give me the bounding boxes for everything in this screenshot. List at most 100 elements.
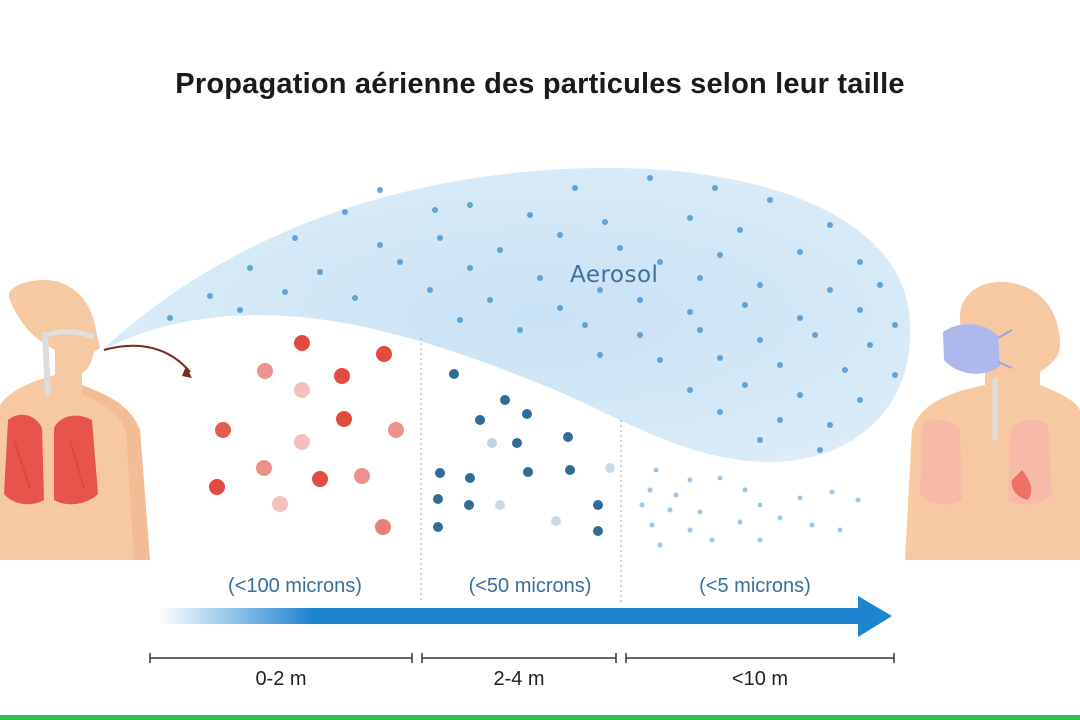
aerosol-particle: [797, 249, 803, 255]
large-droplet: [257, 363, 273, 379]
aerosol-particle: [602, 219, 608, 225]
small-droplet: [717, 475, 723, 481]
bottom-accent-bar: [0, 715, 1080, 720]
small-droplet: [687, 477, 693, 483]
medium-droplets: [433, 369, 615, 536]
aerosol-particle: [717, 252, 723, 258]
aerosol-particle: [597, 352, 603, 358]
large-droplet: [215, 422, 231, 438]
exhale-arrow: [103, 344, 191, 373]
medium-droplet: [475, 415, 485, 425]
aerosol-particle: [757, 437, 763, 443]
medium-droplet: [500, 395, 510, 405]
aerosol-particle: [697, 327, 703, 333]
aerosol-particle: [717, 409, 723, 415]
aerosol-particle: [637, 297, 643, 303]
medium-droplet: [433, 494, 443, 504]
aerosol-particle: [617, 245, 623, 251]
small-droplet: [639, 502, 645, 508]
aerosol-particle: [827, 422, 833, 428]
distance-label-mid: 2-4 m: [493, 668, 545, 690]
small-droplet: [837, 527, 843, 533]
diagram-title: Propagation aérienne des particules selo…: [175, 68, 905, 100]
distance-rulers: [149, 653, 895, 663]
size-label-medium: (<50 microns): [468, 575, 592, 597]
aerosol-particle: [467, 202, 473, 208]
large-droplet: [354, 468, 370, 484]
size-label-large: (<100 microns): [228, 575, 362, 597]
aerosol-particle: [777, 417, 783, 423]
small-droplet: [667, 507, 673, 513]
aerosol-particle: [737, 227, 743, 233]
face-mask: [943, 324, 1000, 374]
aerosol-particle: [827, 222, 833, 228]
aerosol-particle: [397, 259, 403, 265]
aerosol-label: Aerosol: [570, 262, 659, 288]
aerosol-particle: [637, 332, 643, 338]
small-droplet: [657, 542, 663, 548]
medium-droplet: [433, 522, 443, 532]
large-droplet: [272, 496, 288, 512]
large-droplet: [334, 368, 350, 384]
aerosol-particle: [207, 293, 213, 299]
medium-droplet: [464, 500, 474, 510]
large-droplet: [312, 471, 328, 487]
aerosol-particle: [827, 287, 833, 293]
aerosol-particle: [292, 235, 298, 241]
medium-droplet: [593, 526, 603, 536]
aerosol-particles: [167, 175, 898, 453]
medium-droplet: [449, 369, 459, 379]
aerosol-particle: [527, 212, 533, 218]
aerosol-particle: [742, 382, 748, 388]
small-droplet: [653, 467, 659, 473]
aerosol-particle: [247, 265, 253, 271]
medium-droplet: [523, 467, 533, 477]
aerosol-particle: [767, 197, 773, 203]
aerosol-particle: [377, 187, 383, 193]
small-droplet: [797, 495, 803, 501]
aerosol-particle: [657, 357, 663, 363]
person-exhaling-icon: [0, 279, 150, 560]
medium-droplet: [465, 473, 475, 483]
aerosol-particle: [797, 392, 803, 398]
aerosol-particle: [537, 275, 543, 281]
large-droplet: [375, 519, 391, 535]
aerosol-particle: [557, 305, 563, 311]
aerosol-cloud: [100, 167, 911, 462]
aerosol-particle: [892, 322, 898, 328]
small-droplet: [709, 537, 715, 543]
aerosol-particle: [517, 327, 523, 333]
medium-droplet: [487, 438, 497, 448]
small-droplet: [742, 487, 748, 493]
small-droplet: [649, 522, 655, 528]
small-droplet: [697, 509, 703, 515]
aerosol-particle: [582, 322, 588, 328]
large-droplet: [294, 335, 310, 351]
medium-droplet: [563, 432, 573, 442]
large-droplets: [209, 335, 404, 535]
small-droplet: [809, 522, 815, 528]
aerosol-particle: [352, 295, 358, 301]
aerosol-particle: [572, 185, 578, 191]
aerosol-particle: [342, 209, 348, 215]
aerosol-particle: [757, 337, 763, 343]
aerosol-particle: [687, 309, 693, 315]
large-droplet: [256, 460, 272, 476]
right-lungs: [920, 419, 962, 505]
aerosol-particle: [687, 215, 693, 221]
medium-droplet: [512, 438, 522, 448]
size-label-small: (<5 microns): [699, 575, 811, 597]
aerosol-particle: [797, 315, 803, 321]
aerosol-particle: [712, 185, 718, 191]
small-droplet: [673, 492, 679, 498]
aerosol-particle: [757, 282, 763, 288]
aerosol-particle: [717, 355, 723, 361]
aerosol-particle: [742, 302, 748, 308]
large-droplet: [388, 422, 404, 438]
aerosol-particle: [857, 397, 863, 403]
aerosol-particle: [657, 259, 663, 265]
large-droplet: [294, 382, 310, 398]
medium-droplet: [522, 409, 532, 419]
aerosol-particle: [877, 282, 883, 288]
aerosol-particle: [437, 235, 443, 241]
